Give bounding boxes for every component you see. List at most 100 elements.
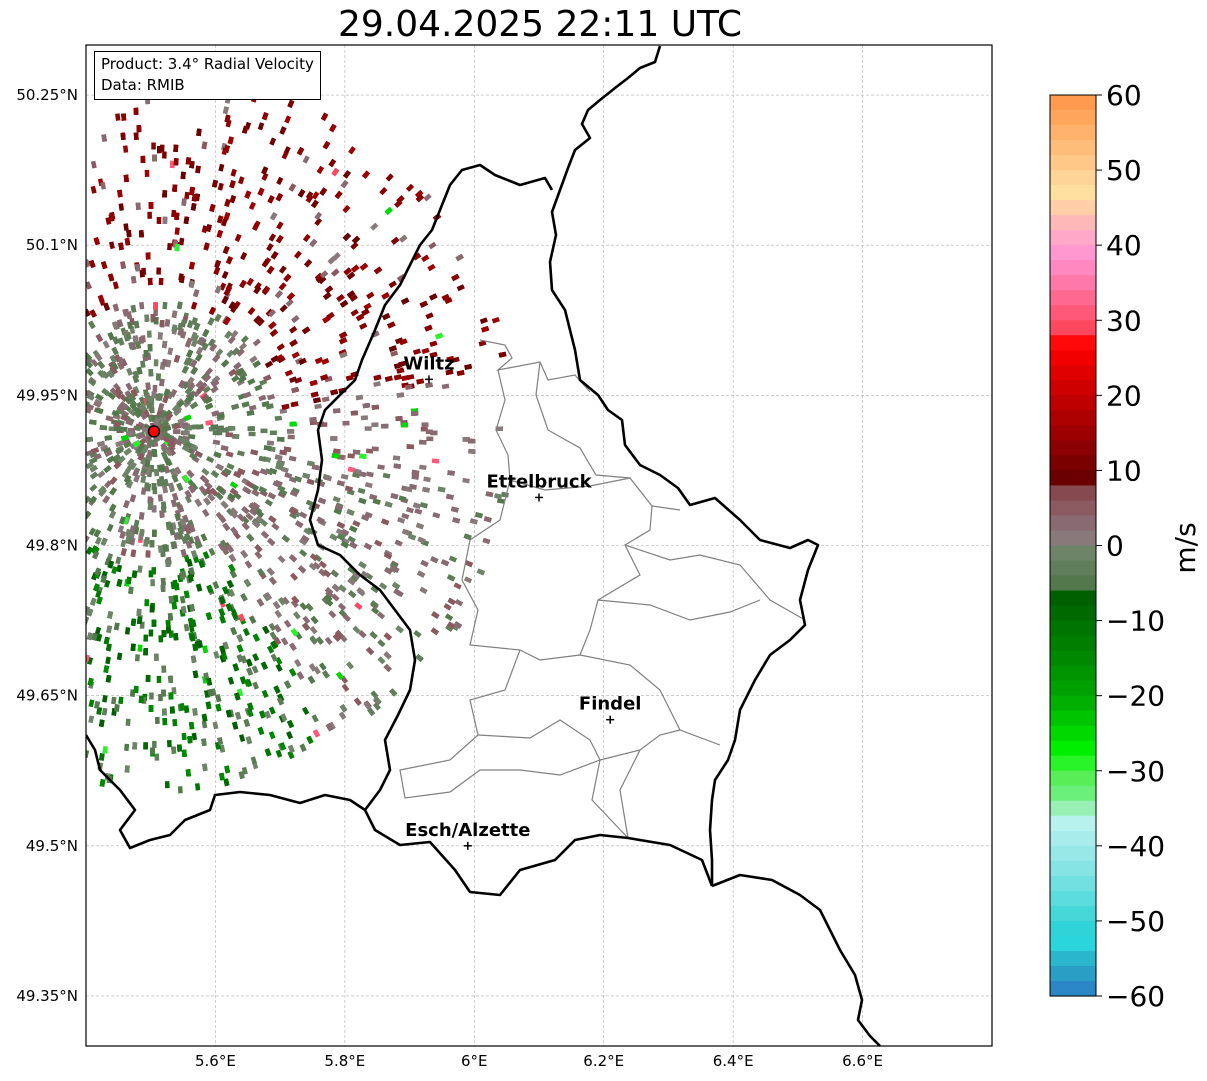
colorbar-tick-label: −50: [1106, 905, 1165, 938]
info-box: Product: 3.4° Radial Velocity Data: RMIB: [94, 51, 321, 100]
lon-tick-label: 6.4°E: [713, 1052, 754, 1070]
colorbar-band: [1050, 740, 1096, 757]
latitude-labels: 50.25°N 50.1°N 49.95°N 49.8°N 49.65°N 49.5°N 4…: [16, 86, 78, 1005]
lat-tick-label: 49.35°N: [16, 987, 78, 1005]
colorbar-band: [1050, 575, 1096, 592]
colorbar-band: [1050, 275, 1096, 291]
colorbar-band: [1050, 860, 1096, 877]
colorbar-band: [1050, 965, 1096, 982]
map-frame: [85, 44, 993, 1047]
colorbar-tick-label: −10: [1106, 605, 1165, 638]
canton-borders: [399, 339, 806, 839]
colorbar-tick-label: 20: [1106, 379, 1142, 412]
colorbar-band: [1050, 635, 1096, 652]
product-label: Product: 3.4° Radial Velocity: [101, 55, 314, 73]
colorbar-band: [1050, 785, 1096, 802]
colorbar-band: [1050, 710, 1096, 727]
colorbar-band: [1050, 800, 1096, 817]
colorbar-band: [1050, 485, 1096, 502]
colorbar-band: [1050, 335, 1096, 351]
place-label: Findel: [579, 694, 642, 715]
colorbar-band: [1050, 290, 1096, 306]
colorbar-band: [1050, 905, 1096, 922]
colorbar-band: [1050, 815, 1096, 832]
colorbar-band: [1050, 305, 1096, 321]
colorbar-tick-label: 0: [1106, 530, 1124, 563]
colorbar-band: [1050, 500, 1096, 517]
lon-tick-label: 5.6°E: [195, 1052, 236, 1070]
colorbar-tick-label: 10: [1106, 454, 1142, 487]
colorbar-unit-label: m/s: [1169, 522, 1202, 573]
colorbar-band: [1050, 170, 1096, 186]
place-label: Wiltz: [403, 353, 454, 374]
data-source-label: Data: RMIB: [101, 76, 185, 94]
colorbar-band: [1050, 185, 1096, 201]
place-markers: Wiltz Ettelbruck Findel Esch/Alzette: [403, 353, 642, 850]
colorbar-tick-label: −40: [1106, 830, 1165, 863]
colorbar-band: [1050, 830, 1096, 847]
colorbar-band: [1050, 380, 1096, 396]
longitude-labels: 5.6°E 5.8°E 6°E 6.2°E 6.4°E 6.6°E: [195, 1052, 883, 1070]
national-borders: [86, 45, 881, 1046]
lat-tick-label: 50.1°N: [26, 236, 78, 254]
colorbar-band: [1050, 95, 1096, 111]
place-label: Esch/Alzette: [405, 820, 530, 841]
lat-tick-label: 50.25°N: [16, 86, 78, 104]
colorbar-band: [1050, 545, 1096, 562]
colorbar-band: [1050, 125, 1096, 141]
colorbar-band: [1050, 110, 1096, 126]
colorbar-band: [1050, 155, 1096, 171]
colorbar-band: [1050, 200, 1096, 216]
colorbar: 60 50 40 30 20 10 0 −10 −20 −30 −40 −50 −60 m/s: [1049, 79, 1202, 1013]
colorbar-band: [1050, 845, 1096, 862]
lon-tick-label: 6.2°E: [583, 1052, 624, 1070]
colorbar-band: [1050, 365, 1096, 381]
colorbar-band: [1050, 605, 1096, 622]
colorbar-tick-label: 60: [1106, 79, 1142, 112]
colorbar-band: [1050, 245, 1096, 261]
colorbar-band: [1050, 695, 1096, 712]
colorbar-band: [1050, 470, 1096, 487]
radar-echoes: [86, 74, 509, 794]
lat-tick-label: 49.5°N: [26, 837, 78, 855]
colorbar-band: [1050, 230, 1096, 246]
colorbar-band: [1050, 455, 1096, 472]
colorbar-tick-label: 40: [1106, 229, 1142, 262]
colorbar-tick-label: 50: [1106, 154, 1142, 187]
colorbar-band: [1050, 980, 1096, 997]
colorbar-band: [1050, 140, 1096, 156]
colorbar-band: [1050, 350, 1096, 366]
colorbar-band: [1050, 425, 1096, 441]
colorbar-band: [1050, 920, 1096, 937]
colorbar-ticks: 60 50 40 30 20 10 0 −10 −20 −30 −40 −50 −60: [1096, 79, 1165, 1013]
colorbar-band: [1050, 260, 1096, 276]
colorbar-band: [1050, 665, 1096, 682]
colorbar-band: [1050, 590, 1096, 607]
map-title: 29.04.2025 22:11 UTC: [337, 4, 743, 45]
radar-site-marker: [147, 425, 161, 438]
place-label: Ettelbruck: [486, 471, 592, 492]
colorbar-band: [1050, 395, 1096, 411]
colorbar-band: [1050, 755, 1096, 772]
lat-tick-label: 49.65°N: [16, 687, 78, 705]
colorbar-band: [1050, 950, 1096, 967]
colorbar-band: [1050, 410, 1096, 426]
lat-tick-label: 49.95°N: [16, 386, 78, 404]
colorbar-band: [1050, 680, 1096, 697]
colorbar-band: [1050, 530, 1096, 547]
colorbar-tick-label: −20: [1106, 680, 1165, 713]
lat-tick-label: 49.8°N: [26, 537, 78, 555]
colorbar-band: [1050, 620, 1096, 637]
colorbar-band: [1050, 440, 1096, 456]
colorbar-band: [1050, 320, 1096, 336]
colorbar-bands: [1050, 95, 1096, 997]
lon-tick-label: 5.8°E: [324, 1052, 365, 1070]
colorbar-band: [1050, 725, 1096, 742]
lon-tick-label: 6°E: [461, 1052, 488, 1070]
colorbar-band: [1050, 890, 1096, 907]
colorbar-tick-label: 30: [1106, 304, 1142, 337]
colorbar-tick-label: −60: [1106, 980, 1165, 1013]
colorbar-band: [1050, 515, 1096, 532]
colorbar-band: [1050, 650, 1096, 667]
